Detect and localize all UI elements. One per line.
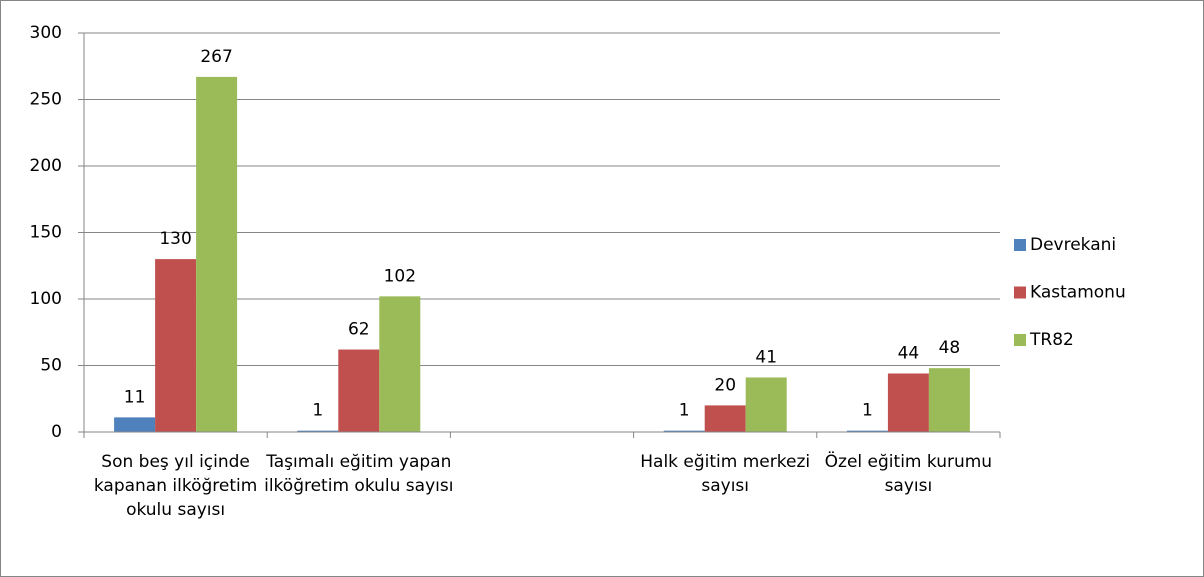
y-tick-label: 100 xyxy=(30,289,62,309)
bar xyxy=(846,430,888,432)
x-tick-label: Özel eğitim kurumu sayısı xyxy=(824,452,993,496)
bar xyxy=(745,377,787,432)
x-label-box: Taşımalı eğitim yapan ilköğretim okulu s… xyxy=(264,452,454,496)
bar xyxy=(338,349,380,432)
value-label: 20 xyxy=(714,375,736,395)
bar xyxy=(114,417,156,432)
y-tick-label: 300 xyxy=(30,23,62,43)
bar xyxy=(704,405,746,432)
y-tick-label: 150 xyxy=(30,223,62,243)
bar xyxy=(663,430,705,432)
y-tick-label: 200 xyxy=(30,156,62,176)
value-label: 1 xyxy=(312,401,323,421)
bar xyxy=(196,76,238,432)
bar xyxy=(379,296,421,432)
legend-label: Devrekani xyxy=(1030,235,1116,255)
legend-label: Kastamonu xyxy=(1030,283,1126,303)
legend-swatch xyxy=(1014,286,1026,299)
bar xyxy=(297,430,339,432)
value-label: 1 xyxy=(862,401,873,421)
x-tick-label: Halk eğitim merkezi sayısı xyxy=(640,452,811,496)
legend-swatch xyxy=(1014,334,1026,346)
value-label: 130 xyxy=(159,229,191,249)
y-tick-label: 50 xyxy=(40,356,62,376)
x-tick-label: Son beş yıl içinde kapanan ilköğretim ok… xyxy=(93,452,258,520)
bar xyxy=(155,259,197,432)
value-label: 62 xyxy=(348,320,370,340)
value-label: 267 xyxy=(200,47,232,67)
x-label-box: Özel eğitim kurumu sayısı xyxy=(824,452,993,496)
x-label-box: Halk eğitim merkezi sayısı xyxy=(640,452,811,496)
y-tick-label: 0 xyxy=(51,422,62,442)
legend-swatch xyxy=(1014,239,1026,251)
bar xyxy=(928,368,970,432)
value-label: 102 xyxy=(384,266,416,286)
x-label-box: Son beş yıl içinde kapanan ilköğretim ok… xyxy=(93,452,258,520)
legend-label: TR82 xyxy=(1029,330,1074,350)
x-tick-label: Taşımalı eğitim yapan ilköğretim okulu s… xyxy=(264,452,454,496)
value-label: 48 xyxy=(939,338,961,358)
value-label: 44 xyxy=(898,343,920,363)
y-tick-label: 250 xyxy=(30,90,62,110)
value-label: 11 xyxy=(124,387,146,407)
value-label: 41 xyxy=(755,347,777,367)
value-label: 1 xyxy=(679,401,690,421)
bar xyxy=(887,373,929,432)
